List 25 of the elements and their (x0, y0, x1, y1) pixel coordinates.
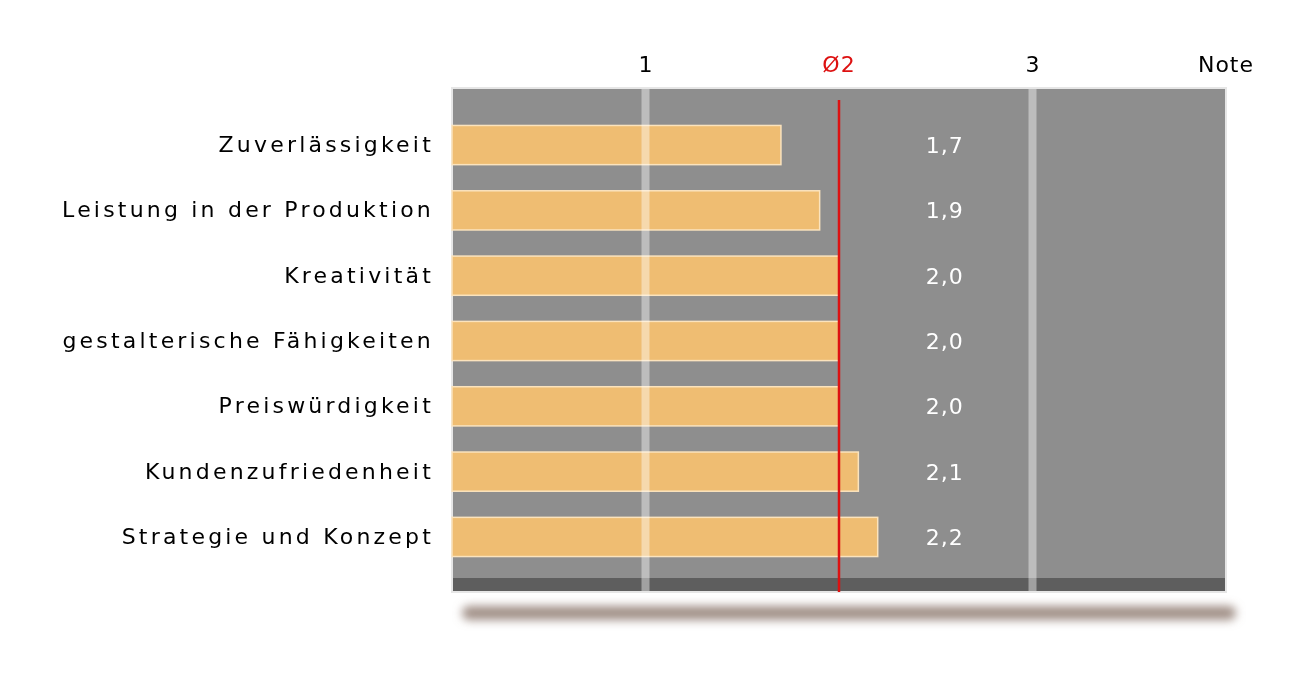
y-tick-label: Kreativität (284, 262, 434, 288)
bar (451, 385, 840, 427)
data-label: 2,1 (925, 459, 964, 485)
bar (451, 516, 879, 558)
y-tick-label: Strategie und Konzept (121, 523, 434, 549)
bar (451, 255, 840, 297)
y-tick-label: gestalterische Fähigkeiten (62, 328, 434, 354)
data-label: 1,7 (925, 133, 964, 159)
bar (451, 124, 782, 166)
bar (451, 320, 840, 362)
x-tick-label: 1 (638, 52, 654, 77)
y-tick-label: Zuverlässigkeit (218, 132, 434, 158)
bar (451, 190, 821, 231)
x-axis-title: Note (1197, 52, 1255, 77)
y-tick-label: Kundenzufriedenheit (144, 458, 434, 484)
y-tick-label: Leistung in der Produktion (62, 197, 434, 223)
bar (451, 451, 860, 492)
data-label: 1,9 (925, 198, 964, 224)
ref-line-label: Ø2 (822, 52, 856, 77)
data-label: 2,0 (925, 263, 964, 289)
y-tick-label: Preiswürdigkeit (218, 393, 434, 419)
data-label: 2,0 (925, 394, 964, 420)
x-tick-label: 3 (1025, 52, 1041, 77)
data-label: 2,0 (925, 329, 964, 354)
data-label: 2,2 (925, 524, 964, 550)
